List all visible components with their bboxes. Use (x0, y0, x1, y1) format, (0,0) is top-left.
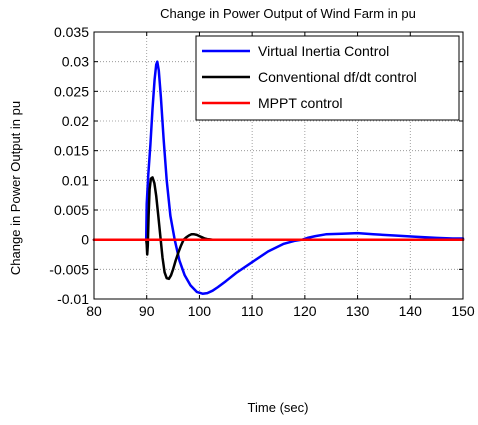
x-tick-label: 90 (139, 303, 155, 319)
x-tick-label: 120 (293, 303, 317, 319)
y-tick-label: 0.035 (54, 24, 89, 40)
x-tick-label: 100 (188, 303, 212, 319)
plot-frame (93, 31, 464, 300)
y-tick-label: 0.02 (62, 113, 89, 129)
y-tick-label: 0.01 (62, 172, 89, 188)
series-line (92, 60, 465, 295)
legend: Virtual Inertia Control Conventional df/d… (195, 35, 460, 121)
legend-label: Conventional df/dt control (258, 69, 417, 85)
x-tick-label: 110 (241, 303, 264, 319)
x-tick-label: 130 (346, 303, 370, 319)
x-tick-label: 80 (86, 303, 102, 319)
y-tick-label: 0.03 (62, 54, 89, 70)
y-tick-label: 0.015 (54, 143, 89, 159)
legend-label: Virtual Inertia Control (258, 43, 389, 59)
y-axis-label: Change in Power Output in pu (8, 101, 23, 275)
x-axis-label: Time (sec) (248, 400, 309, 415)
series-line (92, 176, 465, 281)
series-layer (92, 60, 465, 295)
y-tick-label: -0.005 (49, 261, 89, 277)
x-tick-label: 140 (399, 303, 423, 319)
y-tick-label: -0.01 (57, 291, 89, 307)
y-tick-label: 0.005 (54, 202, 89, 218)
x-tick-label: 150 (451, 303, 475, 319)
legend-label: MPPT control (258, 95, 343, 111)
axis-ticks: 80 90 100 110 120 130 140 150 -0.01 -0.005 0 0.005 0… (49, 24, 475, 319)
chart-title: Change in Power Output of Wind Farm in p… (160, 6, 416, 21)
y-tick-label: 0.025 (54, 83, 89, 99)
y-tick-label: 0 (81, 232, 89, 248)
